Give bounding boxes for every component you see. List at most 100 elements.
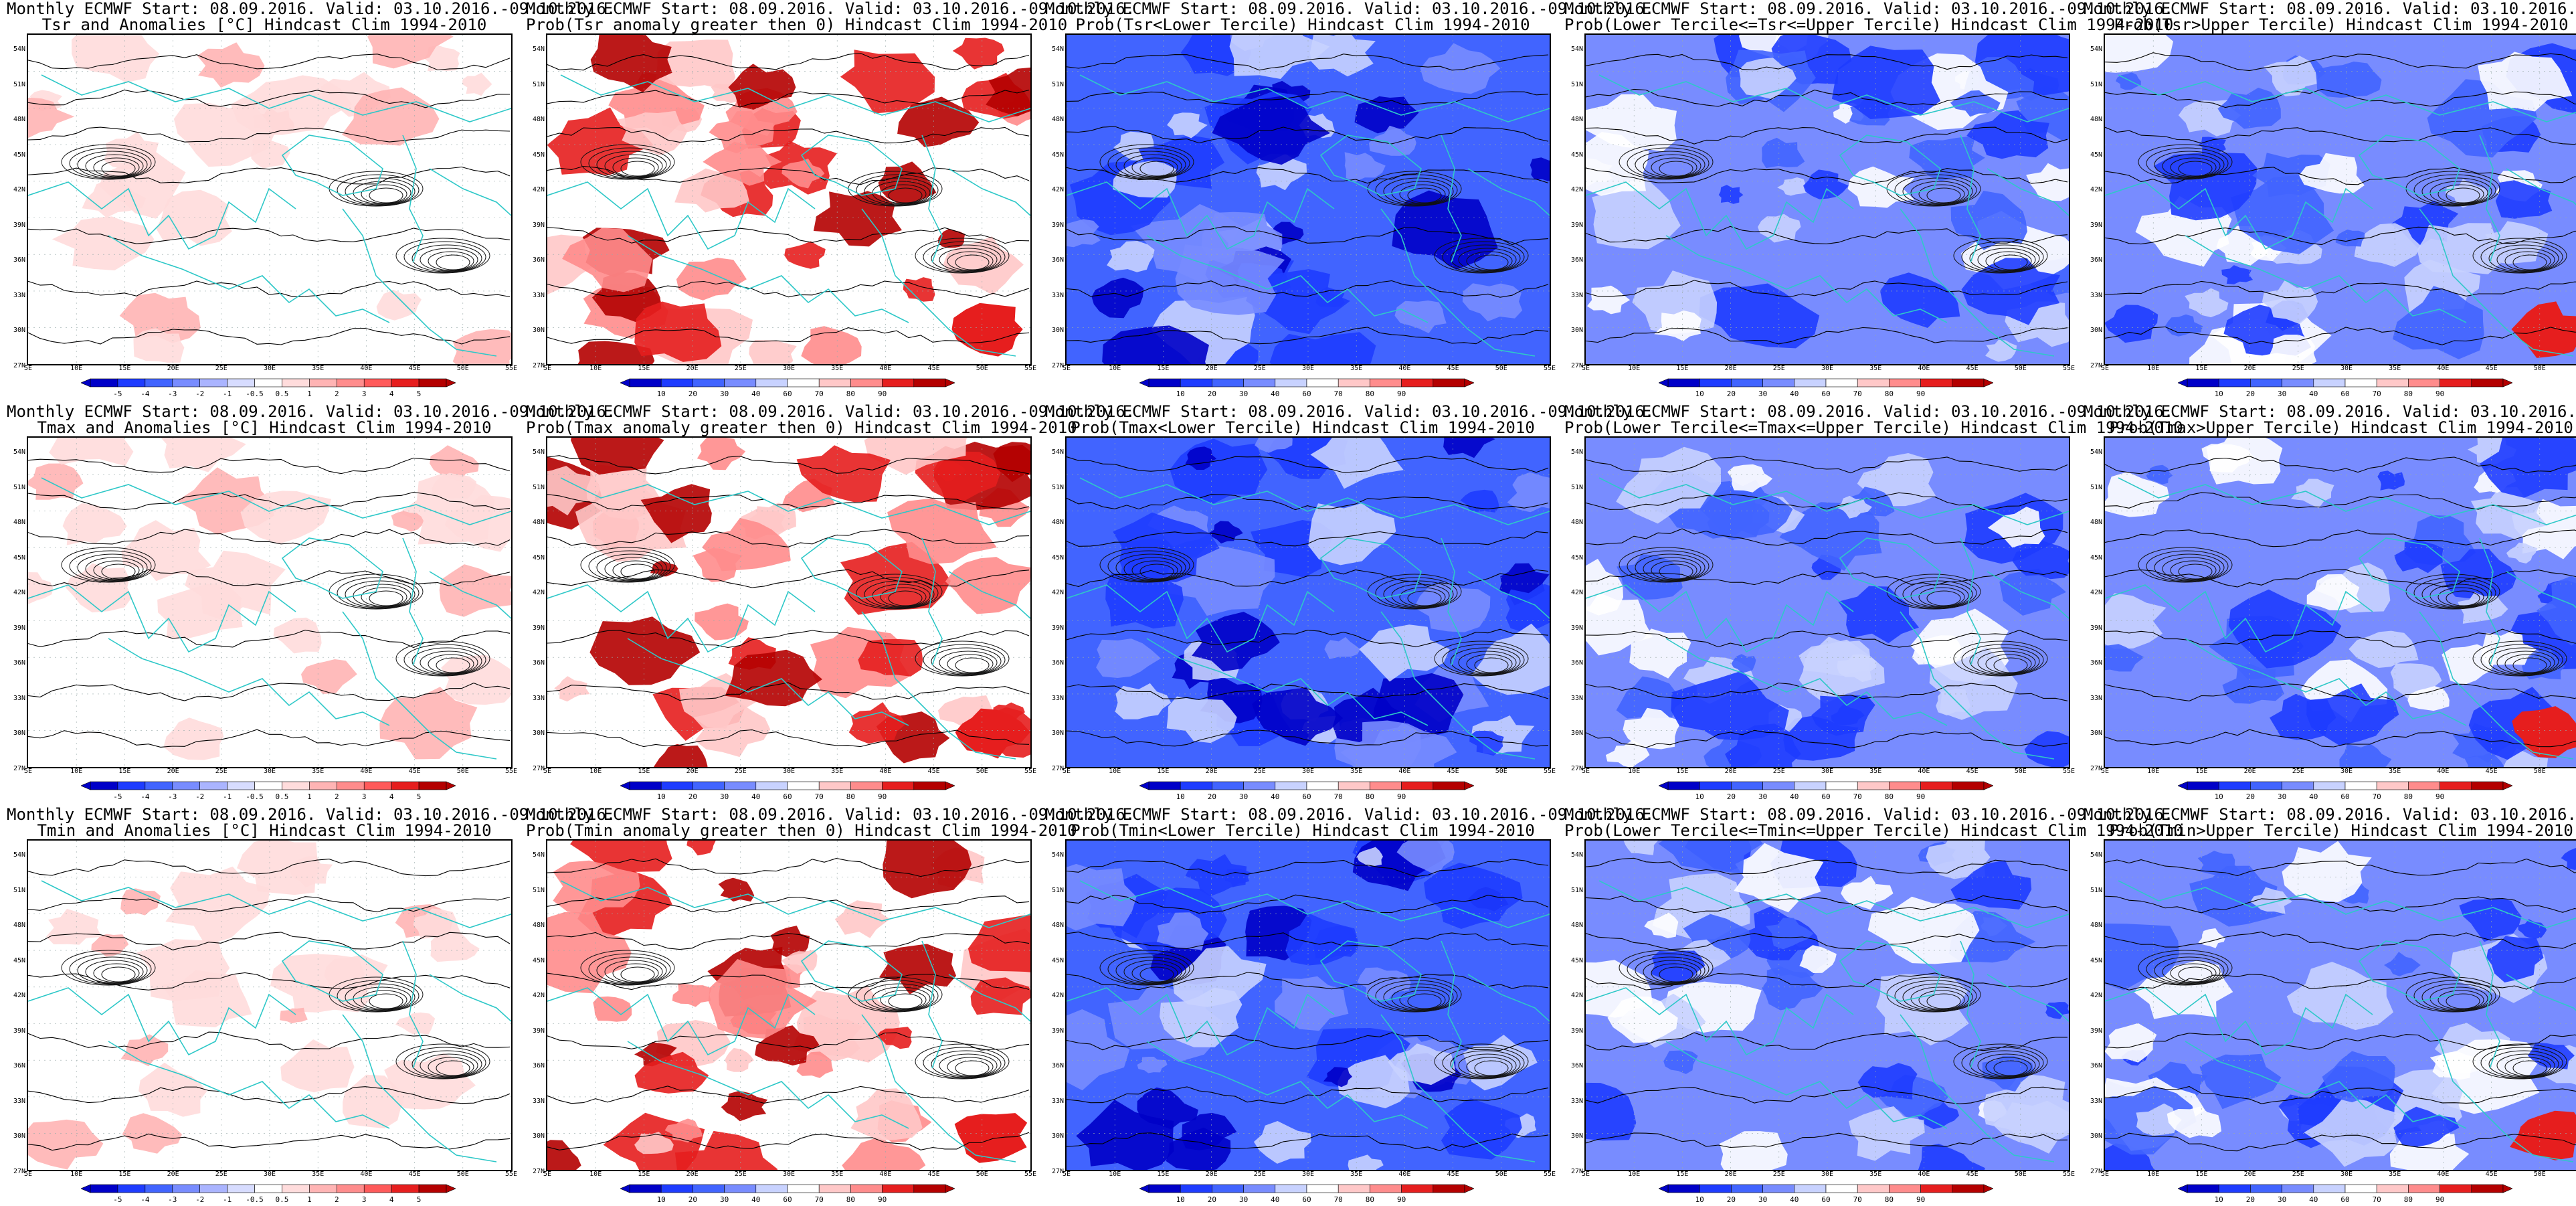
- longitude-label: 35E: [312, 768, 324, 776]
- latitude-label: 54N: [1564, 851, 1583, 859]
- color-bar-max-arrow: [1465, 1185, 1474, 1193]
- color-bar-tick-label: -3: [168, 390, 177, 398]
- color-bar-tick-label: 40: [751, 792, 760, 801]
- latitude-label: 33N: [1564, 695, 1583, 703]
- color-bar-swatch: [2219, 379, 2250, 387]
- color-bar-swatch: [419, 379, 446, 387]
- map-panel-tsr-prob-middle: Monthly ECMWF Start: 08.09.2016. Valid: …: [1564, 0, 2080, 400]
- latitude-label: 45N: [1045, 957, 1064, 965]
- longitude-label: 20E: [1725, 768, 1737, 776]
- map-panel-tmax-anomalies: Monthly ECMWF Start: 08.09.2016. Valid: …: [7, 403, 522, 803]
- panel-variable-title: Prob(Lower Tercile<=Tmax<=Upper Tercile)…: [1564, 419, 2080, 436]
- color-bar-swatch: [2440, 1185, 2472, 1193]
- panel-variable-title: Prob(Tmax>Upper Tercile) Hindcast Clim 1…: [2084, 419, 2576, 436]
- latitude-label: 54N: [2084, 851, 2102, 859]
- color-bar-tick-label: 70: [1334, 1195, 1343, 1204]
- color-bar-tick-label: -4: [141, 1195, 150, 1204]
- color-bar-tick-label: 70: [815, 792, 824, 801]
- color-bar-min-arrow: [81, 1185, 90, 1193]
- longitude-label: 10E: [2147, 768, 2159, 776]
- color-bar-swatch: [1212, 782, 1243, 790]
- color-bar-tick-label: 70: [1334, 792, 1343, 801]
- latitude-label: 30N: [7, 1132, 25, 1140]
- panel-variable-title: Prob(Tmin>Upper Tercile) Hindcast Clim 1…: [2084, 822, 2576, 839]
- color-bar-min-arrow: [1659, 1185, 1668, 1193]
- latitude-label: 33N: [2084, 292, 2102, 300]
- longitude-label: 15E: [2195, 768, 2207, 776]
- color-bar-swatch: [2408, 782, 2440, 790]
- color-bar-swatch: [1402, 379, 1433, 387]
- longitude-label: 40E: [1398, 1171, 1410, 1179]
- latitude-label: 48N: [1564, 116, 1583, 124]
- longitude-label: 15E: [2195, 1171, 2207, 1179]
- color-bar-swatch: [419, 1185, 446, 1193]
- latitude-label: 45N: [526, 957, 545, 965]
- latitude-label: 39N: [1564, 1027, 1583, 1035]
- longitude-label: 25E: [1773, 1171, 1785, 1179]
- latitude-label: 33N: [1045, 292, 1064, 300]
- color-bar-tick-label: 10: [1695, 1195, 1704, 1204]
- color-bar-swatch: [255, 379, 282, 387]
- color-bar-swatch: [1889, 782, 1920, 790]
- longitude-label: 5E: [2101, 768, 2109, 776]
- latitude-label: 30N: [526, 327, 545, 335]
- color-bar-swatch: [883, 782, 914, 790]
- longitude-label: 5E: [24, 768, 32, 776]
- color-bar-tick-label: 40: [751, 390, 760, 398]
- color-bar-swatch: [2187, 1185, 2219, 1193]
- latitude-label: 30N: [526, 729, 545, 738]
- color-bar-swatch: [2250, 379, 2282, 387]
- latitude-label: 33N: [526, 695, 545, 703]
- panel-variable-title: Prob(Lower Tercile<=Tmin<=Upper Tercile)…: [1564, 822, 2080, 839]
- longitude-label: 30E: [2340, 1171, 2353, 1179]
- map-area: [2104, 839, 2576, 1171]
- latitude-label: 45N: [526, 151, 545, 159]
- color-bar-tick-label: 20: [2246, 1195, 2255, 1204]
- longitude-label: 30E: [264, 768, 276, 776]
- color-bar-tick-label: 5: [417, 792, 422, 801]
- latitude-label: 45N: [1564, 151, 1583, 159]
- longitude-label: 50E: [457, 768, 469, 776]
- latitude-label: 42N: [1045, 589, 1064, 597]
- color-bar-tick-label: 40: [1790, 792, 1799, 801]
- color-bar-swatch: [2250, 782, 2282, 790]
- longitude-label: 25E: [215, 1171, 227, 1179]
- longitude-label: 30E: [1821, 365, 1833, 373]
- color-bar-tick-label: 30: [1758, 390, 1767, 398]
- color-bar-tick-label: 10: [1695, 390, 1704, 398]
- latitude-label: 54N: [7, 448, 25, 456]
- map-area: [1584, 839, 2070, 1171]
- color-bar-tick-label: 40: [1271, 1195, 1279, 1204]
- color-bar-swatch: [419, 782, 446, 790]
- color-bar-tick-label: 30: [1239, 1195, 1248, 1204]
- latitude-label: 30N: [2084, 1132, 2102, 1140]
- color-bar-swatch: [1731, 379, 1762, 387]
- color-bar-tick-label: 10: [1176, 1195, 1185, 1204]
- panel-variable-title: Tmin and Anomalies [°C] Hindcast Clim 19…: [7, 822, 522, 839]
- latitude-label: 51N: [7, 484, 25, 492]
- color-bar-swatch: [1307, 782, 1338, 790]
- color-bar-swatch: [2377, 1185, 2408, 1193]
- color-bar-tick-label: 30: [720, 390, 729, 398]
- color-bar-max-arrow: [1984, 379, 1993, 387]
- color-bar-tick-label: -1: [223, 792, 232, 801]
- longitude-label: 35E: [2389, 768, 2401, 776]
- map-area: [2104, 436, 2576, 768]
- map-panel-tmax-prob-lower: Monthly ECMWF Start: 08.09.2016. Valid: …: [1045, 403, 1560, 803]
- latitude-label: 27N: [1564, 765, 1583, 773]
- color-bar-tick-label: -1: [223, 390, 232, 398]
- color-bar-tick-label: 80: [1885, 792, 1894, 801]
- map-area: [1584, 436, 2070, 768]
- latitude-label: 42N: [2084, 589, 2102, 597]
- longitude-label: 25E: [215, 365, 227, 373]
- longitude-label: 35E: [1869, 365, 1881, 373]
- color-bar-min-arrow: [620, 782, 630, 790]
- color-bar-swatch: [1370, 379, 1401, 387]
- color-bar-tick-label: 80: [846, 390, 855, 398]
- color-bar-max-arrow: [1984, 1185, 1993, 1193]
- longitude-label: 5E: [1063, 1171, 1071, 1179]
- latitude-label: 54N: [526, 851, 545, 859]
